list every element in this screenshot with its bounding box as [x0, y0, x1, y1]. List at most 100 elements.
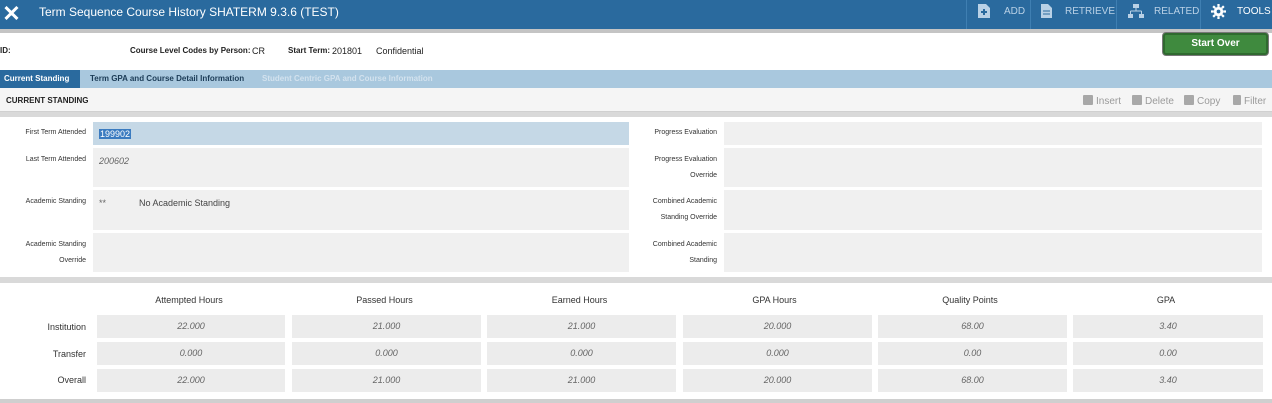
table-cell: 21.000: [487, 369, 676, 392]
academic-standing-override-label-line1: Academic Standing: [25, 241, 86, 248]
filter-button[interactable]: Filter: [1233, 95, 1266, 107]
table-cell: 68.00: [878, 369, 1067, 392]
tab-strip: Current Standing Term GPA and Course Det…: [0, 70, 1272, 88]
column-header-attempted-hours: Attempted Hours: [155, 295, 223, 305]
add-label: ADD: [1004, 6, 1026, 17]
table-cell: 68.00: [878, 315, 1067, 338]
combined-standing-label: Combined Academic Standing: [630, 237, 717, 269]
page-title: Term Sequence Course History SHATERM 9.3…: [39, 5, 339, 19]
add-document-icon: [978, 4, 990, 18]
table-cell: 21.000: [487, 315, 676, 338]
table-cell: 0.00: [1073, 342, 1263, 365]
gear-icon: [1211, 4, 1226, 19]
id-label: ID:: [0, 46, 11, 55]
column-header-earned-hours: Earned Hours: [551, 295, 608, 305]
section-header: CURRENT STANDING Insert Delete Copy Filt…: [0, 88, 1272, 112]
copy-label: Copy: [1197, 96, 1221, 107]
last-term-field[interactable]: 200602: [92, 147, 630, 188]
tab-student-centric-gpa: Student Centric GPA and Course Informati…: [262, 74, 433, 83]
table-cell: 0.000: [292, 342, 481, 365]
table-cell: 21.000: [292, 315, 481, 338]
academic-standing-override-label: Academic Standing Override: [0, 237, 86, 269]
filter-icon: [1233, 95, 1241, 105]
table-cell: 3.40: [1073, 369, 1263, 392]
gpa-summary-table: Attempted Hours Passed Hours Earned Hour…: [0, 283, 1272, 399]
table-cell: 21.000: [292, 369, 481, 392]
academic-standing-field[interactable]: ** No Academic Standing: [92, 189, 630, 231]
first-term-value-wrap: 199902: [99, 129, 132, 139]
progress-evaluation-label: Progress Evaluation: [654, 129, 717, 136]
progress-evaluation-override-label: Progress Evaluation Override: [630, 152, 717, 184]
first-term-label: First Term Attended: [25, 129, 86, 136]
academic-standing-override-field[interactable]: [92, 232, 630, 273]
copy-icon: [1184, 95, 1194, 105]
academic-standing-description: No Academic Standing: [139, 198, 231, 208]
course-level-label: Course Level Codes by Person:: [130, 46, 251, 55]
insert-button[interactable]: Insert: [1083, 95, 1121, 107]
academic-standing-label: Academic Standing: [25, 198, 86, 205]
row-label-transfer: Transfer: [52, 349, 86, 359]
progress-evaluation-override-label-line2: Override: [690, 172, 717, 179]
progress-evaluation-override-label-line1: Progress Evaluation: [654, 156, 717, 163]
column-header-gpa: GPA: [1156, 295, 1176, 305]
related-button[interactable]: RELATED: [1116, 0, 1200, 29]
row-label-overall: Overall: [57, 375, 86, 385]
plus-icon: [1083, 95, 1093, 105]
bottom-border: [0, 399, 1272, 403]
academic-standing-code: **: [99, 198, 107, 208]
combined-standing-label-line1: Combined Academic: [652, 241, 717, 248]
combined-standing-override-label-line2: Standing Override: [660, 214, 717, 221]
last-term-value: 200602: [99, 156, 130, 166]
academic-standing-override-label-line2: Override: [59, 257, 86, 264]
related-label: RELATED: [1154, 6, 1200, 17]
start-over-button[interactable]: Start Over: [1163, 33, 1268, 55]
table-cell: 20.000: [683, 369, 872, 392]
add-button[interactable]: ADD: [966, 0, 1030, 29]
section-title: CURRENT STANDING: [6, 96, 89, 105]
minus-icon: [1132, 95, 1142, 105]
table-cell: 0.000: [683, 342, 872, 365]
combined-standing-field[interactable]: [723, 232, 1263, 273]
retrieve-button[interactable]: RETRIEVE: [1030, 0, 1116, 29]
progress-evaluation-field[interactable]: [723, 121, 1263, 146]
table-cell: 3.40: [1073, 315, 1263, 338]
last-term-label: Last Term Attended: [25, 156, 86, 163]
delete-button[interactable]: Delete: [1132, 95, 1174, 107]
confidential-label: Confidential: [376, 46, 424, 56]
progress-evaluation-override-field[interactable]: [723, 147, 1263, 188]
copy-button[interactable]: Copy: [1184, 95, 1220, 107]
current-standing-form: First Term Attended Last Term Attended A…: [0, 117, 1272, 277]
close-icon[interactable]: ✕: [2, 1, 21, 26]
table-cell: 0.00: [878, 342, 1067, 365]
tools-button[interactable]: TOOLS: [1200, 0, 1272, 29]
filter-label: Filter: [1244, 96, 1267, 107]
key-block: ID: Course Level Codes by Person: CR Sta…: [0, 33, 1272, 70]
sitemap-icon: [1128, 4, 1144, 18]
column-header-passed-hours: Passed Hours: [356, 295, 413, 305]
table-cell: 0.000: [97, 342, 285, 365]
combined-standing-override-label-line1: Combined Academic: [652, 198, 717, 205]
course-level-value: CR: [252, 46, 265, 56]
column-header-quality-points: Quality Points: [942, 295, 998, 305]
table-cell: 22.000: [97, 369, 285, 392]
top-bar: ✕ Term Sequence Course History SHATERM 9…: [0, 0, 1272, 29]
start-term-value: 201801: [332, 46, 363, 56]
row-label-institution: Institution: [47, 322, 86, 332]
table-cell: 20.000: [683, 315, 872, 338]
retrieve-document-icon: [1041, 4, 1052, 18]
column-header-gpa-hours: GPA Hours: [752, 295, 797, 305]
first-term-field[interactable]: 199902: [92, 121, 630, 146]
combined-standing-override-label: Combined Academic Standing Override: [630, 194, 717, 226]
header-divider: [0, 29, 1272, 33]
tools-label: TOOLS: [1237, 6, 1271, 17]
start-term-label: Start Term:: [288, 46, 331, 55]
delete-label: Delete: [1145, 96, 1174, 107]
first-term-value: 199902: [99, 129, 132, 139]
retrieve-label: RETRIEVE: [1065, 6, 1116, 17]
table-cell: 0.000: [487, 342, 676, 365]
combined-standing-override-field[interactable]: [723, 189, 1263, 231]
combined-standing-label-line2: Standing: [689, 257, 717, 264]
insert-label: Insert: [1096, 96, 1122, 107]
tab-current-standing[interactable]: Current Standing: [0, 70, 80, 88]
tab-term-gpa-course-detail[interactable]: Term GPA and Course Detail Information: [90, 74, 245, 83]
